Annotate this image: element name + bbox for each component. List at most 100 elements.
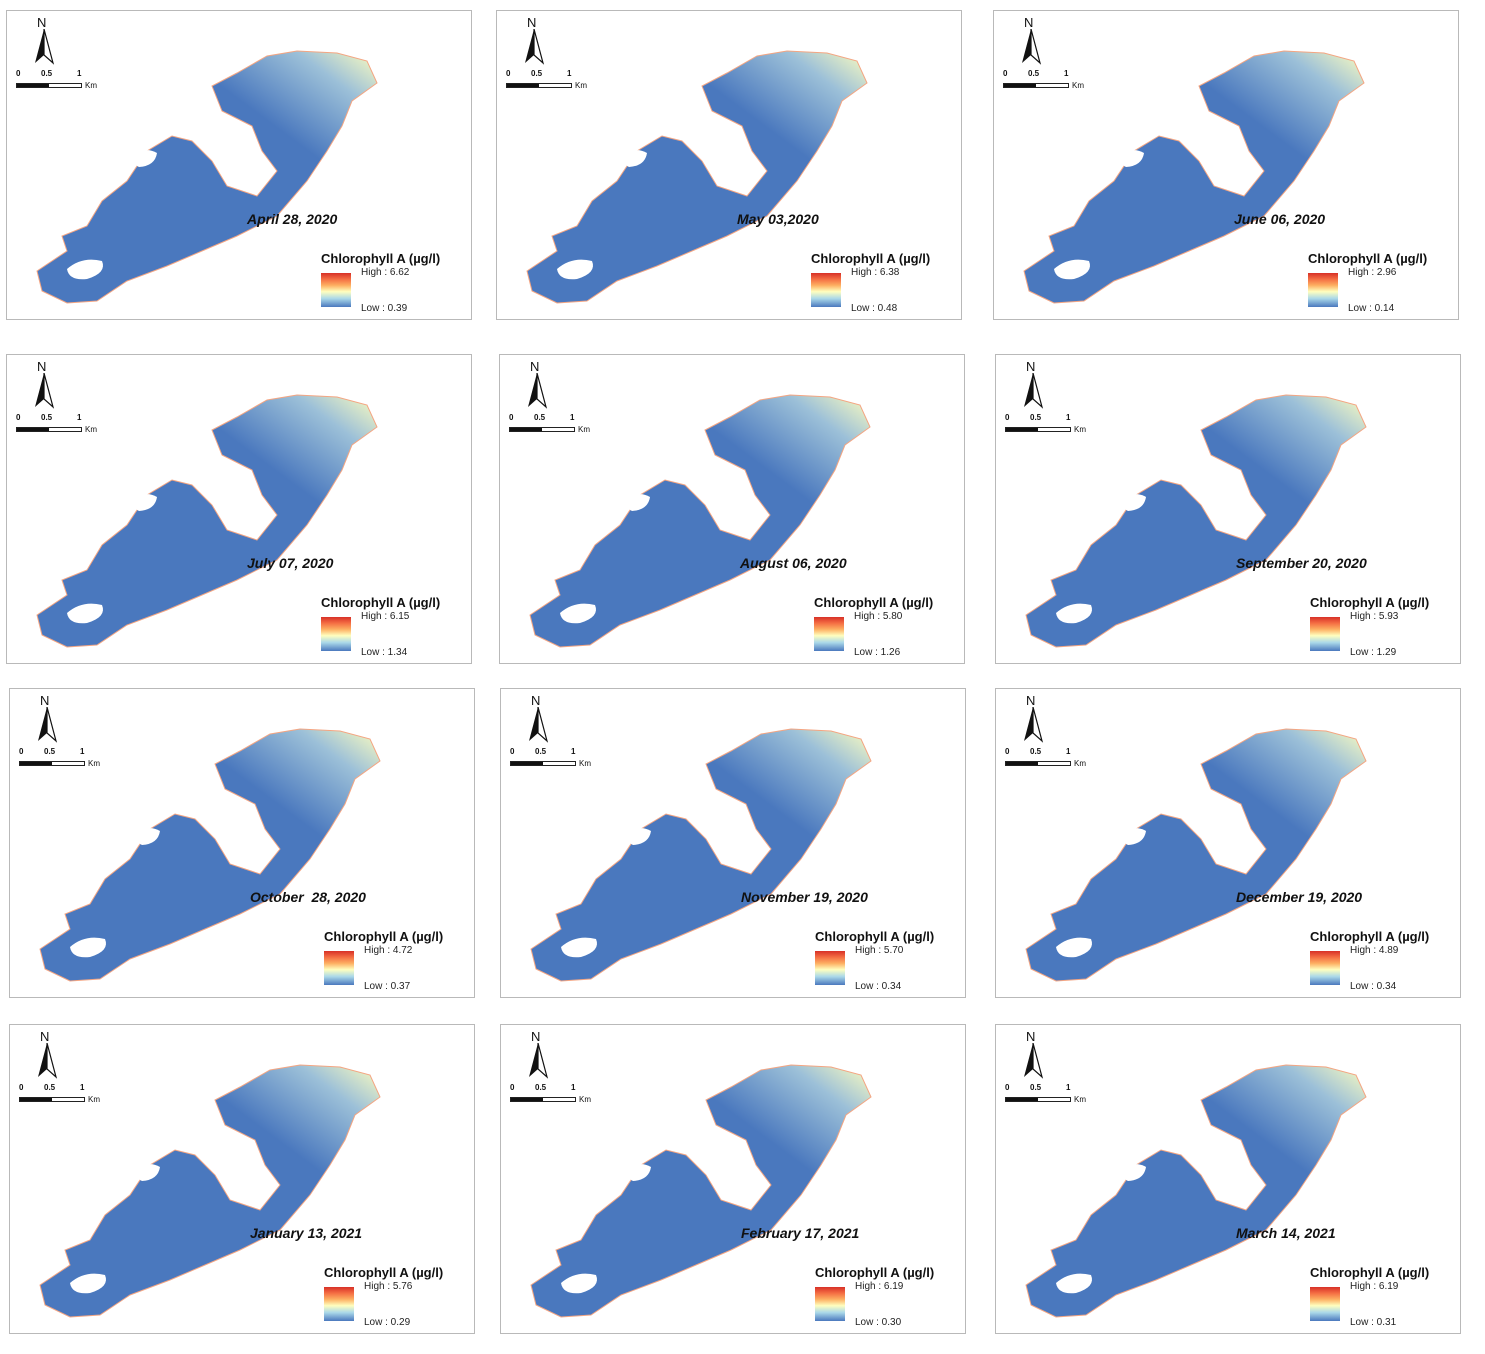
legend-high: High : 6.15 [361, 611, 410, 622]
north-label: N [1026, 359, 1036, 374]
map-date: October 28, 2020 [250, 889, 366, 905]
legend-color-ramp [815, 1287, 845, 1321]
north-arrow: N [522, 359, 552, 419]
legend-high: High : 2.96 [1348, 267, 1397, 278]
north-label: N [531, 1029, 541, 1044]
scale-tick-half: 0.5 [41, 69, 53, 78]
scale-tick-1: 1 [80, 1083, 85, 1092]
scale-unit: Km [88, 759, 100, 768]
island-1 [624, 494, 650, 511]
legend: Chlorophyll A (µg/l) High : 6.15 Low : 1… [321, 595, 471, 663]
legend: Chlorophyll A (µg/l) High : 4.89 Low : 0… [1310, 929, 1460, 997]
scale-bar-graphic [1003, 83, 1069, 88]
north-label: N [1026, 1029, 1036, 1044]
scale-tick-half: 0.5 [41, 413, 53, 422]
legend-high: High : 5.80 [854, 611, 903, 622]
north-arrow: N [29, 359, 59, 419]
north-label: N [40, 693, 50, 708]
north-label: N [531, 693, 541, 708]
legend-high: High : 6.62 [361, 267, 410, 278]
island-0 [561, 1273, 597, 1294]
north-arrow-icon [1024, 1043, 1044, 1079]
north-arrow: N [519, 15, 549, 75]
island-1 [1120, 828, 1146, 845]
north-arrow: N [1018, 359, 1048, 419]
legend-title: Chlorophyll A (µg/l) [321, 251, 441, 266]
scale-bar: 0 0.5 1 Km [13, 413, 113, 441]
island-0 [70, 1273, 106, 1294]
scale-unit: Km [579, 1095, 591, 1104]
scale-bar-graphic [19, 761, 85, 766]
lake-map [526, 50, 868, 304]
lake-map [1025, 728, 1367, 982]
north-arrow-icon [529, 1043, 549, 1079]
legend-color-ramp [815, 951, 845, 985]
map-panel-april-2020: N 0 0.5 1 Km April 28, 2020 Chlorophyll … [6, 10, 472, 320]
legend: Chlorophyll A (µg/l) High : 6.19 Low : 0… [815, 1265, 965, 1333]
legend-low: Low : 1.34 [361, 647, 408, 658]
lake-map [39, 728, 381, 982]
north-label: N [37, 15, 47, 30]
north-label: N [530, 359, 540, 374]
north-arrow-icon [35, 29, 55, 65]
scale-bar-graphic [510, 761, 576, 766]
legend: Chlorophyll A (µg/l) High : 5.70 Low : 0… [815, 929, 965, 997]
scale-tick-1: 1 [80, 747, 85, 756]
north-arrow-icon [528, 373, 548, 409]
scale-tick-half: 0.5 [535, 1083, 547, 1092]
scale-tick-0: 0 [1005, 1083, 1010, 1092]
map-panel-september-2020: N 0 0.5 1 Km September 20, 2020 Chloroph… [995, 354, 1461, 664]
scale-unit: Km [579, 759, 591, 768]
legend-low: Low : 0.14 [1348, 303, 1395, 314]
island-0 [70, 937, 106, 958]
scale-bar-graphic [16, 83, 82, 88]
legend-title: Chlorophyll A (µg/l) [324, 929, 444, 944]
legend-low: Low : 0.30 [855, 1317, 902, 1328]
legend-title: Chlorophyll A (µg/l) [321, 595, 441, 610]
lake-map [1023, 50, 1365, 304]
lake-map [530, 728, 872, 982]
island-0 [1056, 937, 1092, 958]
legend-color-ramp [1310, 617, 1340, 651]
island-0 [561, 937, 597, 958]
north-arrow-icon [38, 1043, 58, 1079]
legend-high: High : 6.19 [855, 1281, 904, 1292]
scale-tick-half: 0.5 [1030, 747, 1042, 756]
scale-bar: 0 0.5 1 Km [507, 1083, 607, 1111]
legend-color-ramp [811, 273, 841, 307]
scale-tick-half: 0.5 [1028, 69, 1040, 78]
north-arrow: N [1018, 1029, 1048, 1089]
scale-unit: Km [85, 81, 97, 90]
legend-title: Chlorophyll A (µg/l) [324, 1265, 444, 1280]
scale-tick-1: 1 [77, 69, 82, 78]
legend-title: Chlorophyll A (µg/l) [815, 929, 935, 944]
scale-tick-1: 1 [570, 413, 575, 422]
legend-low: Low : 0.29 [364, 1317, 411, 1328]
map-panel-february-2021: N 0 0.5 1 Km February 17, 2021 Chlorophy… [500, 1024, 966, 1334]
legend-low: Low : 0.48 [851, 303, 898, 314]
island-0 [67, 603, 103, 624]
north-arrow-icon [38, 707, 58, 743]
island-1 [1120, 1164, 1146, 1181]
scale-tick-0: 0 [510, 1083, 515, 1092]
legend-high: High : 5.93 [1350, 611, 1399, 622]
scale-bar: 0 0.5 1 Km [16, 1083, 116, 1111]
legend-low: Low : 1.29 [1350, 647, 1397, 658]
lake-map [36, 394, 378, 648]
scale-bar: 0 0.5 1 Km [503, 69, 603, 97]
scale-tick-0: 0 [1005, 747, 1010, 756]
scale-tick-half: 0.5 [44, 747, 56, 756]
lake-map [1025, 1064, 1367, 1318]
scale-bar-graphic [1005, 1097, 1071, 1102]
north-arrow-icon [1022, 29, 1042, 65]
legend-low: Low : 1.26 [854, 647, 901, 658]
island-1 [1118, 150, 1144, 167]
north-arrow: N [523, 693, 553, 753]
legend-low: Low : 0.37 [364, 981, 411, 992]
north-arrow: N [29, 15, 59, 75]
scale-tick-0: 0 [510, 747, 515, 756]
scale-bar-graphic [1005, 761, 1071, 766]
legend-title: Chlorophyll A (µg/l) [815, 1265, 935, 1280]
north-arrow-icon [529, 707, 549, 743]
